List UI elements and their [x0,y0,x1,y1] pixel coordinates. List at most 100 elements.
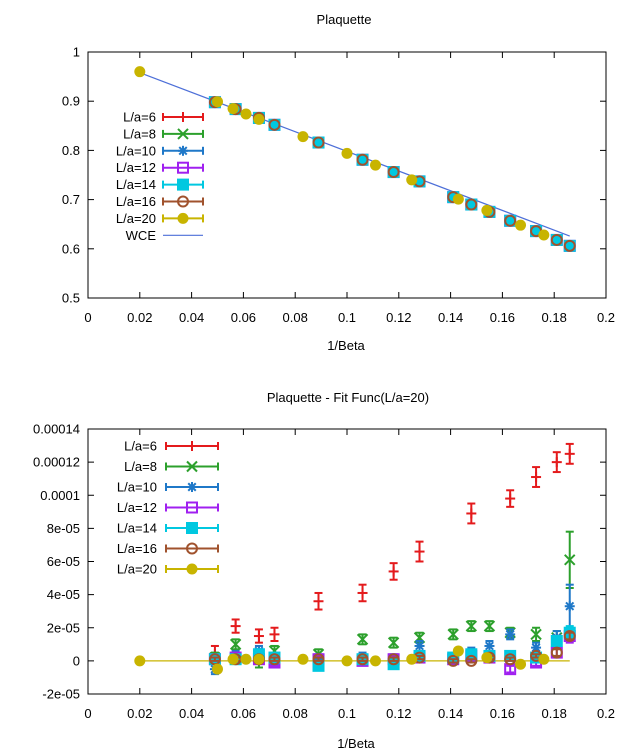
legend-entry: L/a=6 [124,439,219,454]
legend-marker [178,112,188,122]
legend-label: L/a=12 [117,500,157,515]
data-point [447,654,460,667]
y-tick-label: 6e-05 [47,554,80,569]
data-point [538,653,550,665]
legend: L/a=6L/a=8 L/a=10 L/a=12 L/a=14 L/a=16 L/a=20… [116,110,204,243]
data-point [504,649,517,662]
x-tick-label: 0.04 [179,310,204,325]
data-point [208,653,221,666]
data-point [563,239,576,252]
data-point [313,596,324,607]
data-point [483,620,496,632]
data-point [414,640,425,651]
x-axis-ticks: 0 0.02 0.04 0.06 0.08 0.1 0.12 0.14 0.16 0.18 0.2 [84,52,615,325]
data-point [515,219,527,231]
legend-entry: L/a=6 [123,110,204,125]
x-tick-label: 0.2 [597,706,615,721]
data-point [253,113,265,125]
legend-entry: L/a=14 [116,177,204,192]
data-point [563,630,576,643]
data-point [356,633,369,646]
y-tick-label: 0.0001 [40,488,80,503]
legend-marker [177,161,189,174]
data-point [387,653,400,666]
data-point [406,653,418,665]
legend-label: L/a=10 [117,480,157,495]
y-tick-label: 0.00014 [33,422,80,437]
x-tick-label: 0.18 [542,310,567,325]
legend-entry: L/a=8 [123,126,204,141]
legend-label: L/a=8 [124,459,157,474]
legend-marker [177,212,189,224]
legend-label: L/a=20 [116,211,156,226]
y-tick-label: -2e-05 [42,687,80,702]
y-tick-label: 1 [73,45,80,60]
data-point [481,204,493,216]
legend-marker [187,482,197,492]
chart-title: Plaquette - Fit Func(L/a=20) [267,390,429,405]
data-point [253,653,265,665]
x-tick-label: 0.1 [338,706,356,721]
legend-label: L/a=14 [117,521,157,536]
data-point [564,448,575,459]
x-axis-label: 1/Beta [337,736,375,751]
data-point [452,193,464,205]
data-point [269,629,280,640]
data-point [230,621,241,632]
legend-label: L/a=16 [117,541,157,556]
data-point [369,159,381,171]
plaquette-chart: Plaquette 0.5 0.6 0.7 0.8 0.9 1 0 0.02 0.04 0.06… [62,12,615,353]
plot-area [134,442,576,676]
data-point [531,472,542,483]
data-point [550,233,563,246]
legend-label: L/a=6 [124,439,157,454]
legend-entry: L/a=10 [117,480,219,495]
legend-label: L/a=10 [116,143,156,158]
legend-entry: L/a=12 [117,500,219,515]
series-l8 [209,530,576,669]
data-point [134,66,146,78]
x-tick-label: 0.1 [338,310,356,325]
data-point [240,653,252,665]
data-point [550,646,563,659]
fit-line [139,72,570,237]
y-tick-label: 8e-05 [47,521,80,536]
legend-marker [186,542,198,555]
data-point [341,147,353,159]
legend-entry: WCE [126,228,203,243]
x-tick-label: 0.06 [231,706,256,721]
y-tick-label: 4e-05 [47,587,80,602]
legend-marker [177,128,189,140]
legend-marker [186,501,198,514]
x-axis-label: 1/Beta [327,338,365,353]
data-point [484,640,495,651]
data-point [466,508,477,519]
series-l20 [134,645,550,675]
data-point [550,635,563,647]
data-point [227,103,239,115]
data-point [387,636,400,649]
legend-entry: L/a=20 [117,562,219,577]
data-point [297,653,309,665]
data-point [356,153,369,166]
x-tick-label: 0.14 [438,310,463,325]
data-point [387,166,400,179]
x-tick-label: 0.08 [283,706,308,721]
data-point [388,566,399,577]
data-point [406,174,418,186]
legend-marker [186,563,198,575]
y-tick-label: 0.5 [62,291,80,306]
x-tick-label: 0.12 [386,706,411,721]
data-point [481,652,493,664]
x-tick-label: 0.16 [490,310,515,325]
data-point [312,136,325,149]
x-tick-label: 0.06 [231,310,256,325]
data-point [240,108,252,120]
data-point [505,493,516,504]
plot-area [134,66,576,252]
x-tick-label: 0.2 [597,310,615,325]
x-tick-label: 0.18 [542,706,567,721]
data-point [505,629,516,640]
legend-label: L/a=6 [123,110,156,125]
data-point [253,631,264,642]
